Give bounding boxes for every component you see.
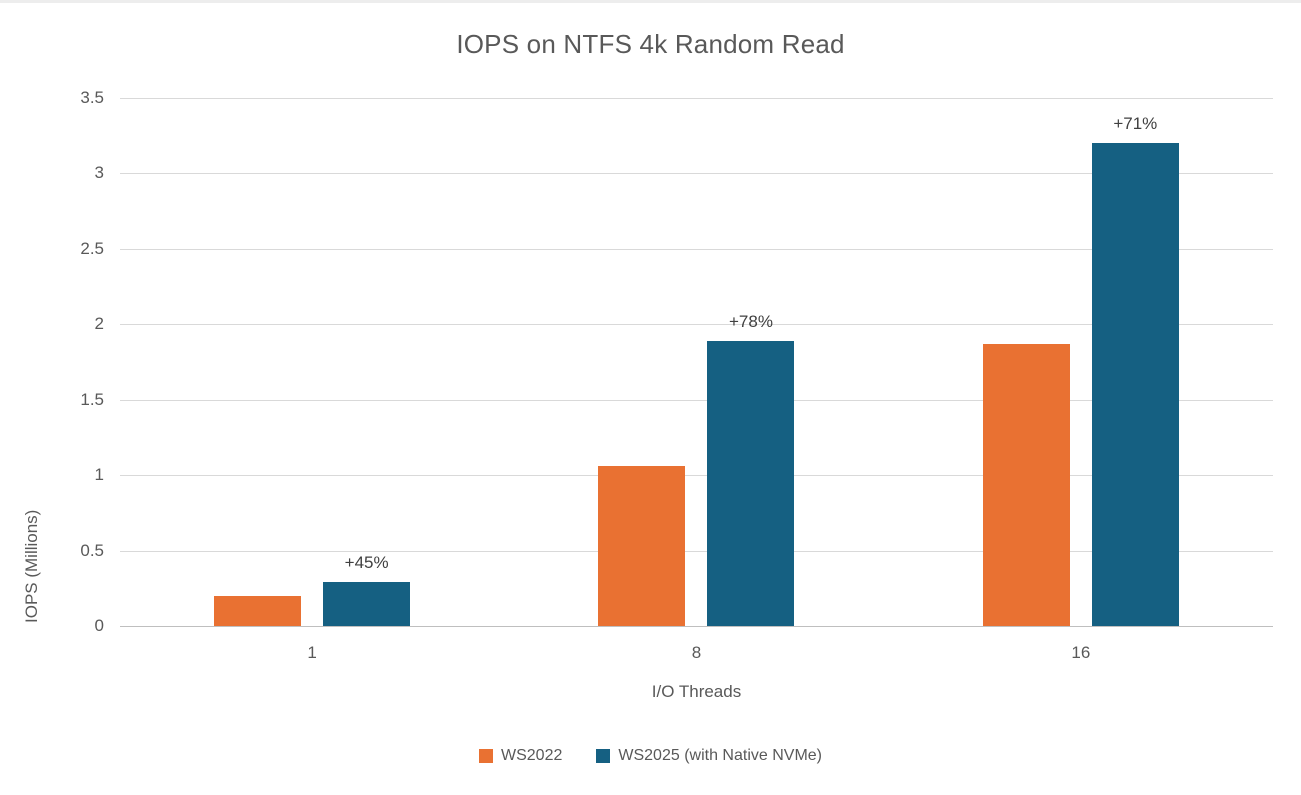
bar-group-1: +45%: [120, 98, 504, 626]
legend-swatch-ws2025: [596, 749, 611, 763]
bar-group-8: +78%: [504, 98, 888, 626]
x-tick-label: 8: [691, 643, 702, 662]
bar-annotation: +71%: [1113, 114, 1158, 134]
y-tick-labels: 0 0.5 1 1.5 2 2.5 3 3.5: [0, 88, 112, 635]
legend-label-ws2022: WS2022: [501, 747, 563, 764]
legend-item-ws2022: WS2022: [479, 747, 562, 765]
bar-annotation: +78%: [729, 311, 773, 331]
y-tick-label: 2.5: [80, 238, 104, 258]
bar-annotation: +45%: [344, 553, 389, 573]
y-tick-label: 3: [94, 163, 104, 183]
y-tick-label: 1.5: [80, 389, 104, 409]
x-tick-labels: 1 8 16: [120, 643, 1273, 663]
bar-group-16: +71%: [889, 98, 1273, 626]
bar-ws2025-threads-8: +78%: [707, 312, 795, 626]
legend-item-ws2025: WS2025 (with Native NVMe): [596, 747, 822, 765]
bar-ws2025-threads-16: +71%: [1091, 114, 1179, 626]
bar-ws2022-threads-1: [214, 595, 302, 626]
gridline: [120, 173, 1273, 175]
x-axis-title: I/O Threads: [651, 682, 742, 701]
bar-groups: +45% +78% +71%: [120, 98, 1273, 626]
gridline: [120, 550, 1273, 552]
chart-title: IOPS on NTFS 4k Random Read: [456, 29, 845, 59]
gridline: [120, 98, 1273, 99]
gridline: [120, 324, 1273, 326]
x-tick-label: 16: [1071, 643, 1091, 662]
y-tick-label: 3.5: [80, 88, 104, 107]
plot-area: +45% +78% +71%: [120, 98, 1273, 627]
gridline: [120, 399, 1273, 401]
legend: WS2022 WS2025 (with Native NVMe): [0, 747, 1301, 765]
gridlines: [120, 98, 1273, 627]
x-axis-line: [120, 626, 1273, 627]
x-tick-label: 1: [307, 643, 317, 662]
gridline: [120, 475, 1273, 477]
legend-label-ws2025: WS2025 (with Native NVMe): [618, 747, 822, 764]
bar-ws2022-threads-8: [598, 466, 686, 626]
y-tick-label: 0: [94, 616, 104, 635]
y-tick-label: 0.5: [80, 540, 104, 560]
bar-ws2022-threads-16: [982, 343, 1070, 626]
bar-ws2025-threads-1: +45%: [323, 553, 411, 626]
y-tick-label: 1: [94, 465, 104, 485]
gridline: [120, 248, 1273, 250]
legend-swatch-ws2022: [479, 749, 493, 763]
y-tick-label: 2: [94, 314, 104, 334]
